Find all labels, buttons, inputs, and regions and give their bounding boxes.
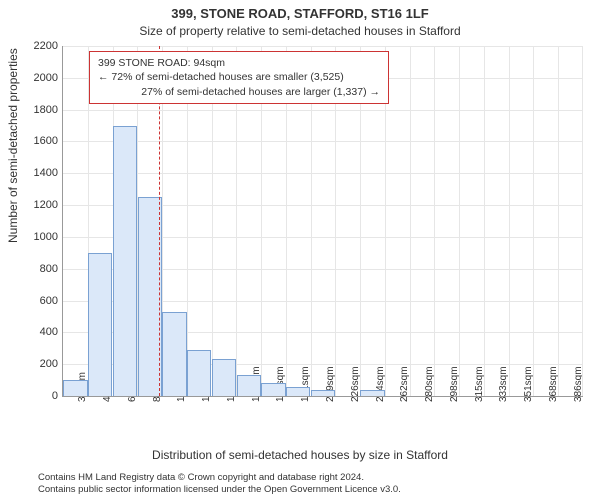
annotation-line: 27% of semi-detached houses are larger (… [98, 85, 380, 99]
attribution-text: Contains HM Land Registry data © Crown c… [38, 472, 592, 496]
attribution-line1: Contains HM Land Registry data © Crown c… [38, 472, 592, 484]
histogram-bar [261, 383, 285, 396]
y-tick-label: 1000 [18, 231, 63, 243]
gridline-v [410, 46, 411, 396]
histogram-bar [113, 126, 137, 396]
gridline-h [63, 141, 583, 142]
x-tick-label: 351sqm [523, 366, 534, 402]
gridline-h [63, 110, 583, 111]
y-tick-label: 2200 [18, 40, 63, 52]
histogram-bar [360, 390, 384, 396]
histogram-bar [286, 387, 310, 396]
y-tick-label: 0 [18, 390, 63, 402]
annotation-line: 399 STONE ROAD: 94sqm [98, 56, 380, 70]
histogram-bar [212, 359, 236, 396]
y-tick-label: 1800 [18, 104, 63, 116]
chart-container: 399, STONE ROAD, STAFFORD, ST16 1LF Size… [0, 0, 600, 500]
x-tick-label: 315sqm [474, 366, 485, 402]
histogram-bar [237, 375, 261, 396]
gridline-h [63, 173, 583, 174]
x-tick-label: 209sqm [325, 366, 336, 402]
gridline-v [434, 46, 435, 396]
gridline-v [533, 46, 534, 396]
y-tick-label: 800 [18, 263, 63, 275]
gridline-v [582, 46, 583, 396]
histogram-bar [138, 197, 162, 396]
x-axis-label: Distribution of semi-detached houses by … [0, 448, 600, 462]
y-tick-label: 1400 [18, 167, 63, 179]
x-tick-label: 368sqm [548, 366, 559, 402]
y-tick-label: 400 [18, 326, 63, 338]
x-tick-label: 191sqm [300, 366, 311, 402]
y-tick-label: 200 [18, 358, 63, 370]
y-tick-label: 1200 [18, 199, 63, 211]
plot-area: 0200400600800100012001400160018002000220… [62, 46, 583, 397]
gridline-h [63, 46, 583, 47]
gridline-v [509, 46, 510, 396]
x-tick-label: 226sqm [350, 366, 361, 402]
attribution-line2: Contains public sector information licen… [38, 484, 592, 496]
x-tick-label: 244sqm [375, 366, 386, 402]
x-tick-label: 262sqm [399, 366, 410, 402]
annotation-box: 399 STONE ROAD: 94sqm← 72% of semi-detac… [89, 51, 389, 104]
histogram-bar [311, 390, 335, 396]
annotation-line: ← 72% of semi-detached houses are smalle… [98, 70, 380, 84]
x-tick-label: 298sqm [449, 366, 460, 402]
y-tick-label: 2000 [18, 72, 63, 84]
histogram-bar [63, 380, 87, 396]
y-tick-label: 1600 [18, 135, 63, 147]
gridline-v [558, 46, 559, 396]
histogram-bar [187, 350, 211, 396]
chart-title-line2: Size of property relative to semi-detach… [0, 24, 600, 38]
gridline-v [484, 46, 485, 396]
histogram-bar [162, 312, 186, 396]
x-tick-label: 280sqm [424, 366, 435, 402]
histogram-bar [88, 253, 112, 396]
x-tick-label: 333sqm [498, 366, 509, 402]
y-tick-label: 600 [18, 295, 63, 307]
chart-title-line1: 399, STONE ROAD, STAFFORD, ST16 1LF [0, 6, 600, 21]
gridline-v [459, 46, 460, 396]
